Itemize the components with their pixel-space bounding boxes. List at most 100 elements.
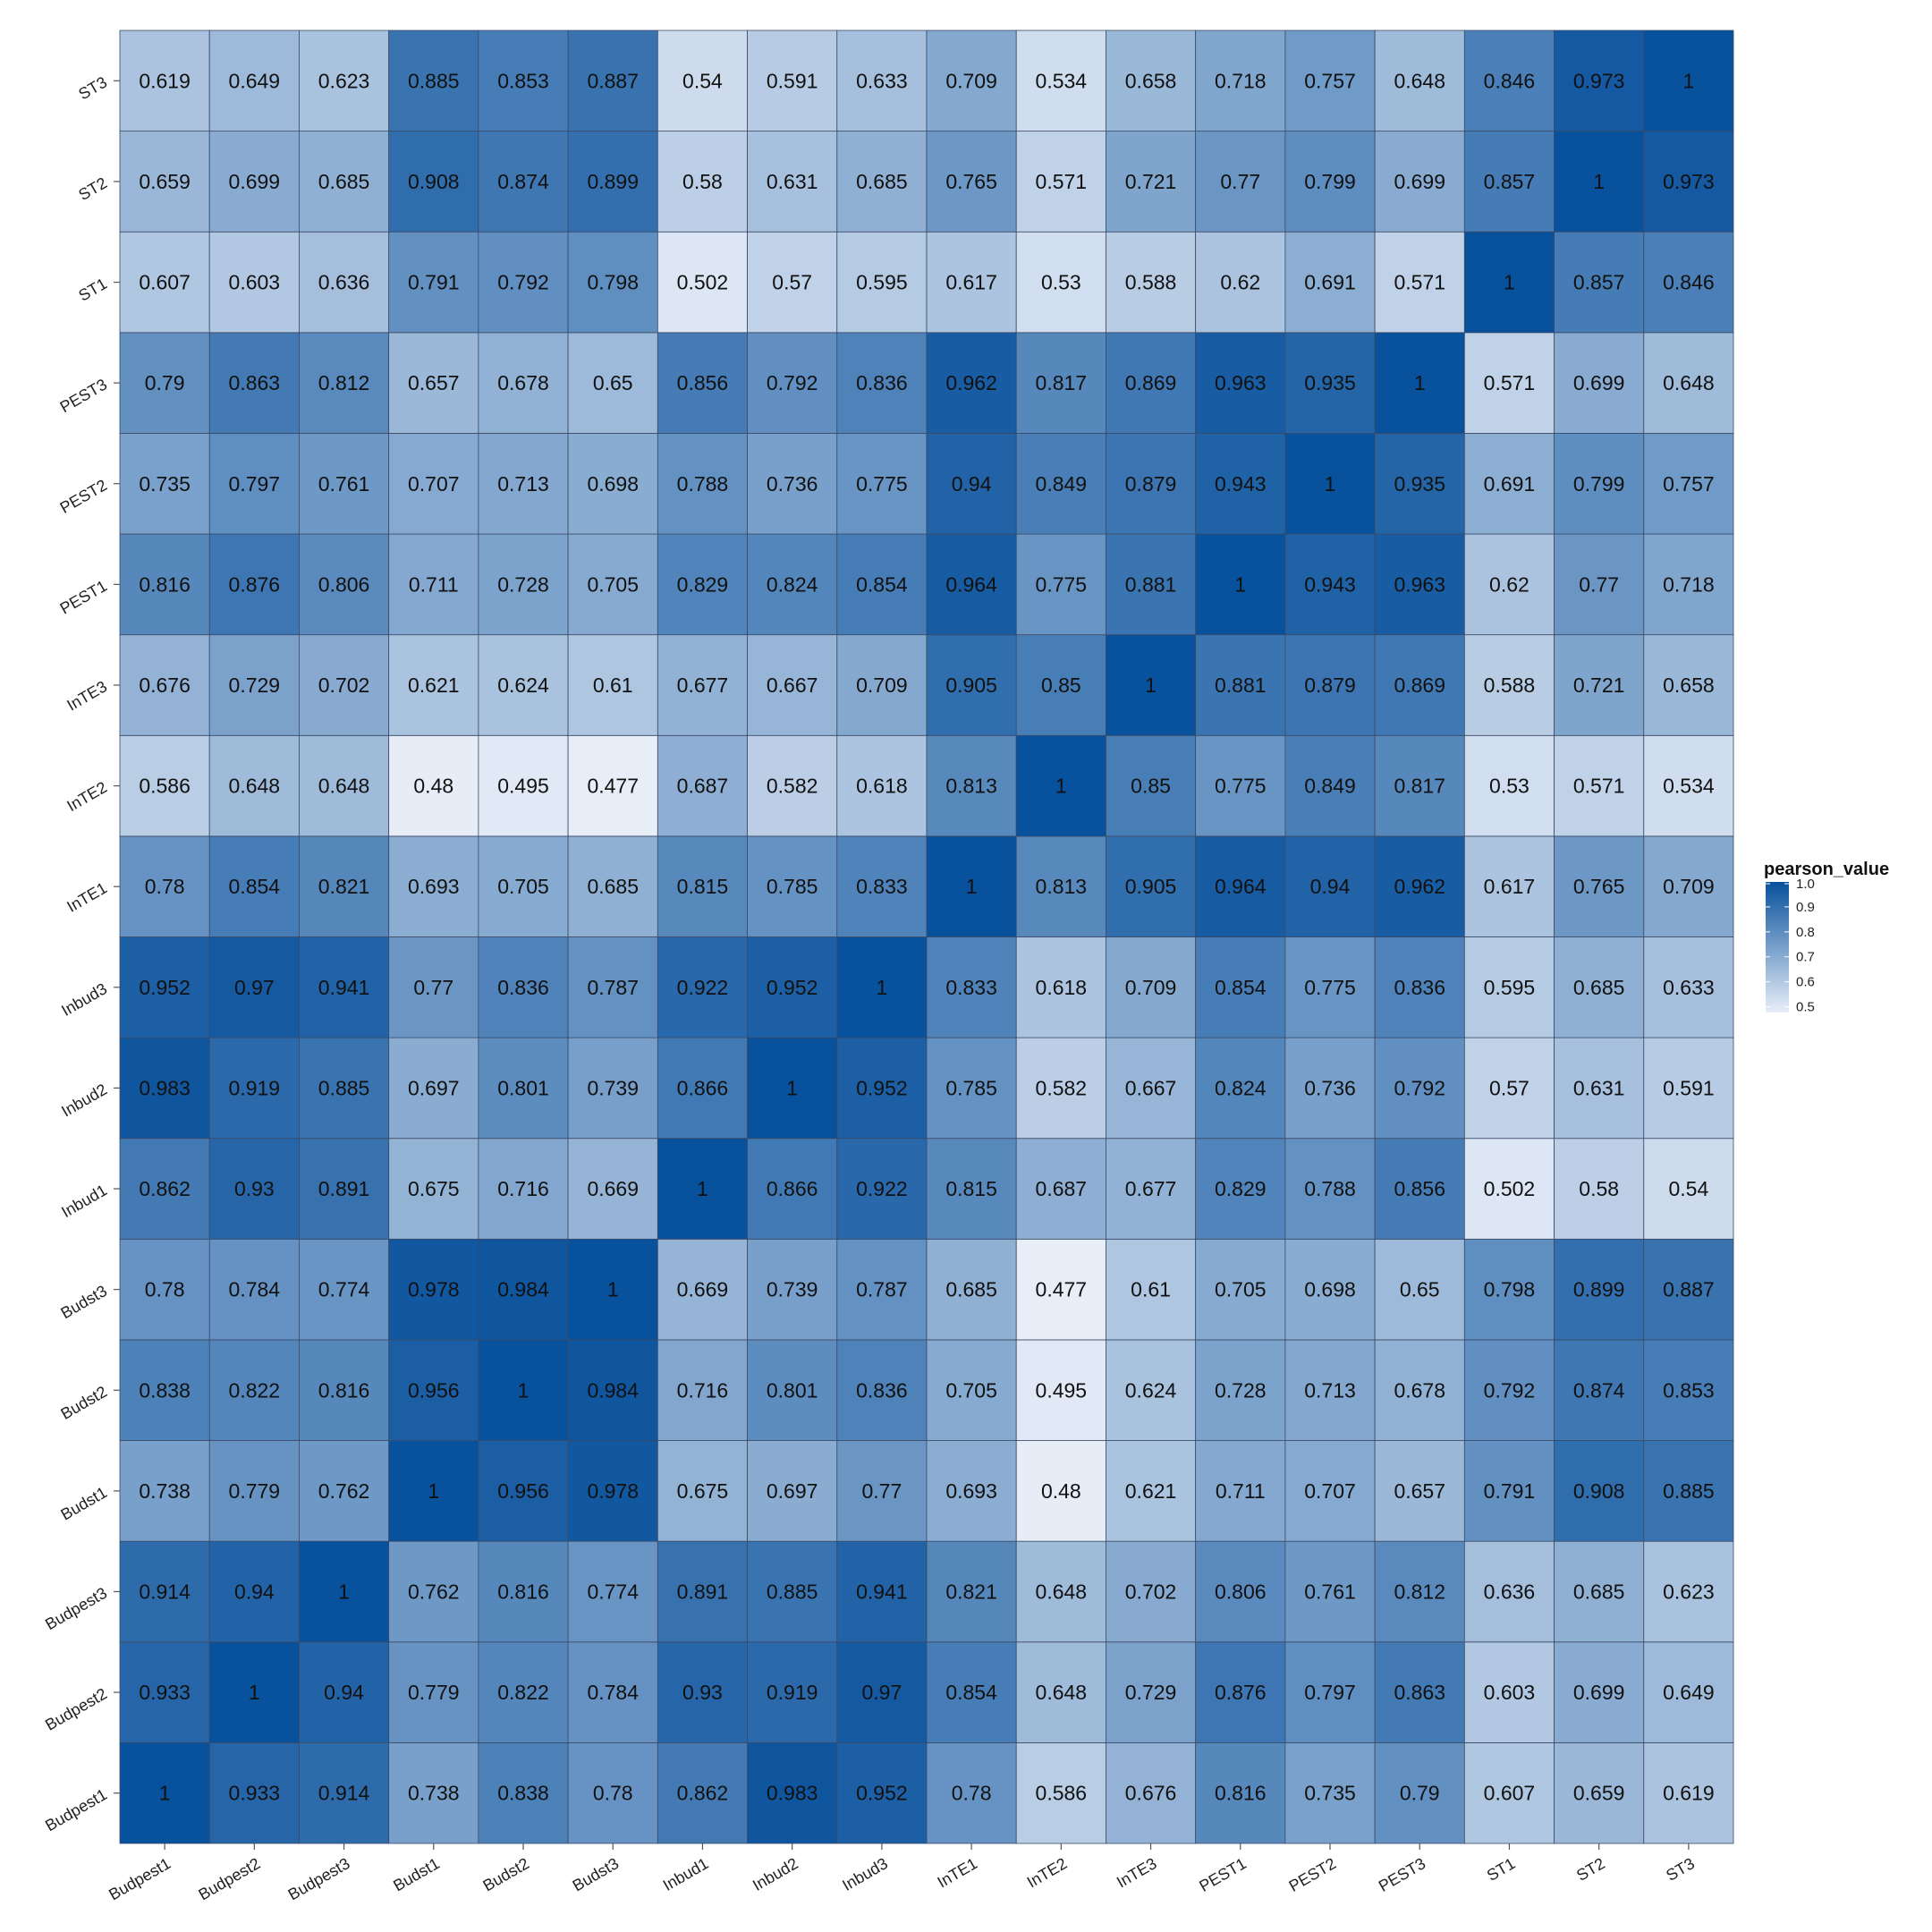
cell-value-label: 0.963 <box>1394 572 1445 596</box>
cell-value-label: 0.813 <box>945 775 997 798</box>
cell-value-label: 0.816 <box>139 572 191 596</box>
cell-value-label: 0.595 <box>856 271 908 294</box>
cell-value-label: 0.838 <box>139 1378 191 1402</box>
heatmap-cell <box>388 734 479 837</box>
cell-value-label: 0.79 <box>145 371 185 394</box>
x-tick-label: ST3 <box>1663 1854 1698 1885</box>
heatmap-cell <box>299 30 390 132</box>
heatmap-cell <box>747 634 838 736</box>
cell-value-label: 0.941 <box>318 976 370 999</box>
cell-value-label: 0.61 <box>593 674 633 697</box>
cell-value-label: 0.779 <box>229 1479 281 1503</box>
heatmap-cell <box>747 734 838 837</box>
heatmap-cell <box>1106 634 1197 736</box>
x-tick-label: Budst2 <box>479 1854 532 1894</box>
y-tick-label: InTE3 <box>64 677 110 714</box>
cell-value-label: 0.857 <box>1573 271 1625 294</box>
cell-value-label: 0.707 <box>1304 1479 1356 1503</box>
heatmap-cell <box>299 1138 390 1240</box>
cell-value-label: 0.659 <box>139 170 191 193</box>
heatmap-cell <box>388 533 479 636</box>
heatmap-cell <box>299 1641 390 1743</box>
heatmap-cell <box>747 1741 838 1844</box>
cell-value-label: 0.822 <box>229 1378 281 1402</box>
heatmap-cell <box>478 231 569 334</box>
y-tick-label: Inbud1 <box>58 1181 110 1221</box>
cell-value-label: 0.899 <box>1573 1278 1625 1301</box>
heatmap-cell <box>657 332 748 434</box>
cell-value-label: 0.648 <box>1036 1681 1088 1704</box>
heatmap-cell <box>657 1339 748 1441</box>
cell-value-label: 0.792 <box>497 271 549 294</box>
cell-value-label: 0.79 <box>1400 1782 1440 1805</box>
cell-value-label: 0.933 <box>229 1782 281 1805</box>
cell-value-label: 0.667 <box>1125 1076 1177 1099</box>
heatmap-cell <box>1284 634 1376 736</box>
heatmap-cell <box>208 533 300 636</box>
cell-value-label: 0.97 <box>862 1681 902 1704</box>
cell-value-label: 0.881 <box>1215 674 1267 697</box>
heatmap-cell <box>836 231 928 334</box>
heatmap-cell <box>208 1339 300 1441</box>
cell-value-label: 0.659 <box>1573 1782 1625 1805</box>
heatmap-cell <box>1463 30 1555 132</box>
heatmap-cell <box>1284 936 1376 1038</box>
heatmap-cell <box>208 1138 300 1240</box>
cell-value-label: 0.53 <box>1041 271 1081 294</box>
cell-value-label: 0.792 <box>1394 1076 1445 1099</box>
heatmap-cell <box>1463 1238 1555 1341</box>
cell-value-label: 0.774 <box>318 1278 370 1301</box>
cell-value-label: 0.657 <box>1394 1479 1445 1503</box>
cell-value-label: 0.856 <box>1394 1177 1445 1200</box>
heatmap-cell <box>747 1037 838 1140</box>
cell-value-label: 0.787 <box>587 976 639 999</box>
heatmap-cell <box>1195 332 1286 434</box>
cell-value-label: 0.718 <box>1215 69 1267 92</box>
cell-value-label: 0.736 <box>1304 1076 1356 1099</box>
cell-value-label: 0.633 <box>856 69 908 92</box>
cell-value-label: 0.78 <box>145 1278 185 1301</box>
heatmap-cell <box>836 1339 928 1441</box>
cell-value-label: 0.952 <box>856 1076 908 1099</box>
heatmap-cell <box>1106 835 1197 937</box>
cell-value-label: 0.94 <box>1310 875 1351 898</box>
heatmap-cell <box>1284 1238 1376 1341</box>
cell-value-label: 0.879 <box>1125 472 1177 496</box>
heatmap-cell <box>1106 231 1197 334</box>
cell-value-label: 0.816 <box>497 1580 549 1603</box>
cell-value-label: 0.685 <box>1573 1580 1625 1603</box>
legend-gradient <box>1766 882 1789 1013</box>
heatmap-cell <box>1106 533 1197 636</box>
cell-value-label: 0.941 <box>856 1580 908 1603</box>
heatmap-cell <box>1015 1641 1106 1743</box>
heatmap-cell <box>1643 835 1734 937</box>
cell-value-label: 1 <box>1414 371 1426 394</box>
cell-value-label: 0.675 <box>408 1177 460 1200</box>
heatmap-cell <box>1015 231 1106 334</box>
cell-value-label: 0.833 <box>945 976 997 999</box>
y-tick-label: InTE1 <box>64 879 110 916</box>
cell-value-label: 0.534 <box>1663 775 1715 798</box>
cell-value-label: 0.705 <box>587 572 639 596</box>
cell-value-label: 0.788 <box>677 472 729 496</box>
heatmap-cell <box>926 1540 1017 1643</box>
y-tick-label: Budpest1 <box>42 1785 110 1835</box>
heatmap-cell <box>1643 1641 1734 1743</box>
legend-colorbar <box>1766 882 1789 1013</box>
cell-value-label: 0.849 <box>1304 775 1356 798</box>
cell-value-label: 0.762 <box>408 1580 460 1603</box>
cell-value-label: 0.821 <box>318 875 370 898</box>
cell-value-label: 0.738 <box>408 1782 460 1805</box>
heatmap-cell <box>1554 131 1645 233</box>
heatmap-cell <box>1195 1339 1286 1441</box>
x-tick-label: Budst1 <box>390 1854 443 1894</box>
x-tick-label: PEST1 <box>1196 1854 1249 1895</box>
y-axis: Budpest1 Budpest2 Budpest3 Budst1 Budst2 Buds… <box>42 73 120 1835</box>
heatmap-cell <box>747 433 838 535</box>
heatmap-cell <box>388 332 479 434</box>
cell-value-label: 1 <box>1682 69 1694 92</box>
cell-value-label: 0.571 <box>1573 775 1625 798</box>
cell-value-label: 1 <box>159 1782 171 1805</box>
heatmap-cell <box>926 936 1017 1038</box>
y-tick-label: Budst2 <box>57 1383 110 1423</box>
